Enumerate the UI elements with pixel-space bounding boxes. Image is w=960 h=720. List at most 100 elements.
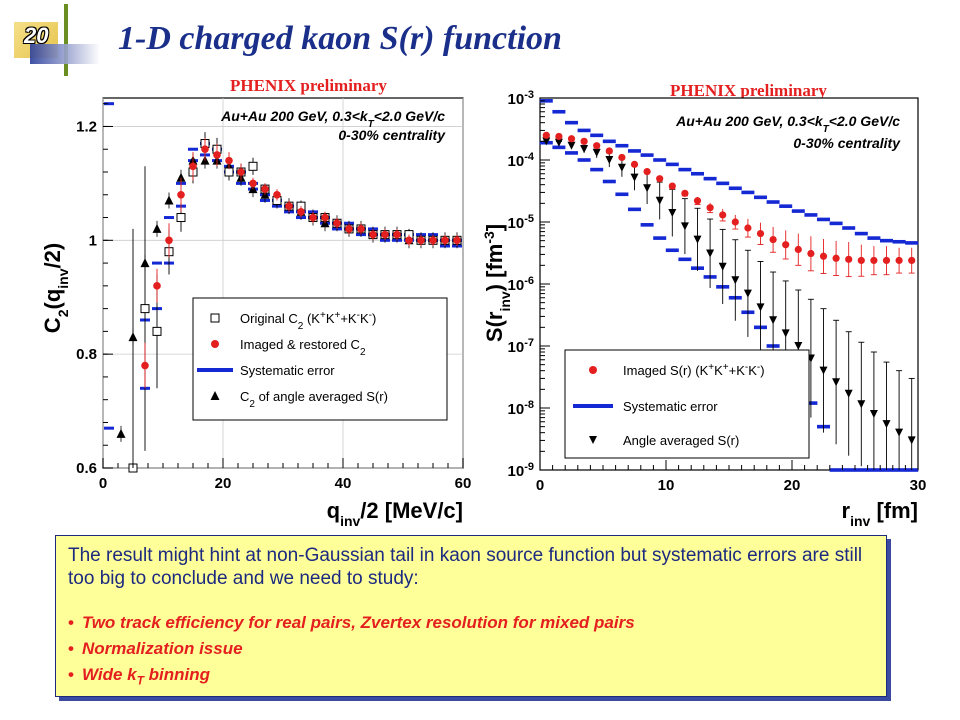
systematic-dash-lower xyxy=(577,158,591,162)
red-circle-marker xyxy=(555,132,563,141)
triangle-down-marker xyxy=(542,137,551,146)
legend-label-imaged: Imaged & restored C2 xyxy=(240,337,366,358)
red-circle-marker xyxy=(141,361,149,370)
decor-bar-vertical xyxy=(64,4,68,76)
systematic-dash-upper xyxy=(615,143,629,148)
systematic-dash-upper xyxy=(804,213,818,217)
red-circle-marker xyxy=(273,190,281,199)
legend-label-angle-averaged: Angle averaged S(r) xyxy=(623,433,739,448)
systematic-dash-lower xyxy=(628,207,641,212)
systematic-dash xyxy=(104,102,114,106)
red-circle-marker xyxy=(177,190,185,199)
triangle-down-marker xyxy=(706,249,715,258)
y-tick-label: 1.2 xyxy=(76,118,97,135)
bullet-item: • Normalization issue xyxy=(68,639,243,658)
y-tick-label: 1 xyxy=(89,232,97,249)
systematic-dash-upper xyxy=(640,153,654,157)
x-tick-label: 20 xyxy=(215,475,232,492)
systematic-dash-upper xyxy=(678,167,692,172)
triangle-marker xyxy=(176,172,186,182)
legend-label-imaged: Imaged S(r) (K+K++K-K-) xyxy=(623,362,765,379)
red-circle-marker xyxy=(832,254,840,262)
systematic-dash-upper xyxy=(741,190,755,195)
systematic-dash-upper xyxy=(766,200,780,204)
systematic-dash-lower xyxy=(653,236,667,240)
red-circle-marker xyxy=(567,135,576,143)
systematic-dash-upper xyxy=(539,99,553,103)
triangle-down-marker xyxy=(857,400,866,409)
triangle-down-marker xyxy=(680,222,689,231)
right-legend: Imaged S(r) (K+K++K-K-) Systematic error A… xyxy=(573,362,765,448)
triangle-down-marker xyxy=(554,138,563,147)
red-circle-marker xyxy=(297,208,305,216)
red-circle-marker xyxy=(819,252,828,260)
red-circle-marker xyxy=(794,245,802,254)
red-circle-marker xyxy=(441,236,449,245)
open-square-marker xyxy=(248,161,258,171)
y-tick-label: 0.6 xyxy=(76,460,97,477)
slide-number: 20 xyxy=(24,23,49,48)
triangle-down-marker xyxy=(794,342,803,350)
red-circle-marker xyxy=(593,142,601,150)
red-circle-marker xyxy=(345,225,353,233)
red-circle-marker xyxy=(453,236,461,245)
slide-title: 1-D charged kaon S(r) function xyxy=(118,20,562,57)
triangle-marker xyxy=(164,195,174,205)
x-tick-label: 20 xyxy=(784,477,801,494)
triangle-down-marker xyxy=(743,289,752,298)
red-circle-marker xyxy=(693,197,702,205)
systematic-dash-lower xyxy=(829,468,843,472)
red-circle-marker xyxy=(165,236,173,245)
red-circle-marker xyxy=(542,131,550,139)
red-circle-marker xyxy=(882,256,891,265)
legend-systematic-icon xyxy=(197,368,233,372)
x-tick-label: 0 xyxy=(99,475,107,492)
bullet-text: Two track efficiency for real pairs, Zve… xyxy=(81,613,635,632)
systematic-dash-upper xyxy=(817,217,830,222)
red-circle-marker xyxy=(756,229,765,238)
red-circle-marker xyxy=(870,256,878,265)
triangle-down-marker xyxy=(869,410,878,419)
right-preliminary-label: PHENIX preliminary xyxy=(670,81,827,100)
y-tick-label: 10-9 xyxy=(508,461,534,480)
triangle-down-marker xyxy=(605,156,614,164)
triangle-down-marker xyxy=(617,163,626,172)
triangle-down-marker xyxy=(693,235,702,244)
left-annotation-line2: 0-30% centrality xyxy=(338,127,446,143)
left-ticks: 0 20 40 60 0.6 0.8 1 1.2 xyxy=(76,103,471,492)
left-x-axis-title: qinv/2 [MeV/c] xyxy=(327,498,463,526)
systematic-dash xyxy=(164,216,174,220)
systematic-dash xyxy=(104,426,114,430)
systematic-dash xyxy=(188,147,198,151)
x-tick-label: 0 xyxy=(536,477,544,494)
open-square-marker xyxy=(176,213,186,223)
red-circle-marker xyxy=(261,185,269,193)
y-tick-label: 10-7 xyxy=(508,337,534,356)
red-circle-marker xyxy=(731,218,739,226)
systematic-dash-lower xyxy=(678,257,692,262)
y-tick-label: 10-6 xyxy=(508,275,534,294)
systematic-dash-upper xyxy=(665,162,679,167)
triangle-down-marker xyxy=(895,428,904,437)
systematic-dash-lower xyxy=(615,192,629,197)
systematic-dash-upper xyxy=(552,109,566,114)
legend-triangle-down-icon xyxy=(589,436,597,444)
plots-svg: PHENIX preliminary 0 20 40 60 0.6 0.8 1 1.2 Au+… xyxy=(40,78,926,526)
systematic-dash-upper xyxy=(716,181,730,186)
bullet-text: Normalization issue xyxy=(81,639,243,658)
red-circle-marker xyxy=(213,151,221,159)
triangle-down-marker xyxy=(655,196,664,205)
triangle-down-marker xyxy=(907,436,916,445)
triangle-down-marker xyxy=(580,145,589,154)
left-chart: PHENIX preliminary 0 20 40 60 0.6 0.8 1 1.2 Au+… xyxy=(40,78,471,526)
legend-label-systematic: Systematic error xyxy=(623,399,718,414)
red-circle-marker xyxy=(357,225,365,233)
systematic-dash-upper xyxy=(602,139,616,144)
red-circle-marker xyxy=(668,182,676,190)
red-circle-marker xyxy=(285,202,293,210)
x-tick-label: 10 xyxy=(658,477,675,494)
triangle-down-marker xyxy=(769,316,778,325)
legend-open-square-icon xyxy=(210,313,220,323)
bullet-text: Wide kT binning xyxy=(81,665,211,688)
red-circle-marker xyxy=(225,156,233,165)
